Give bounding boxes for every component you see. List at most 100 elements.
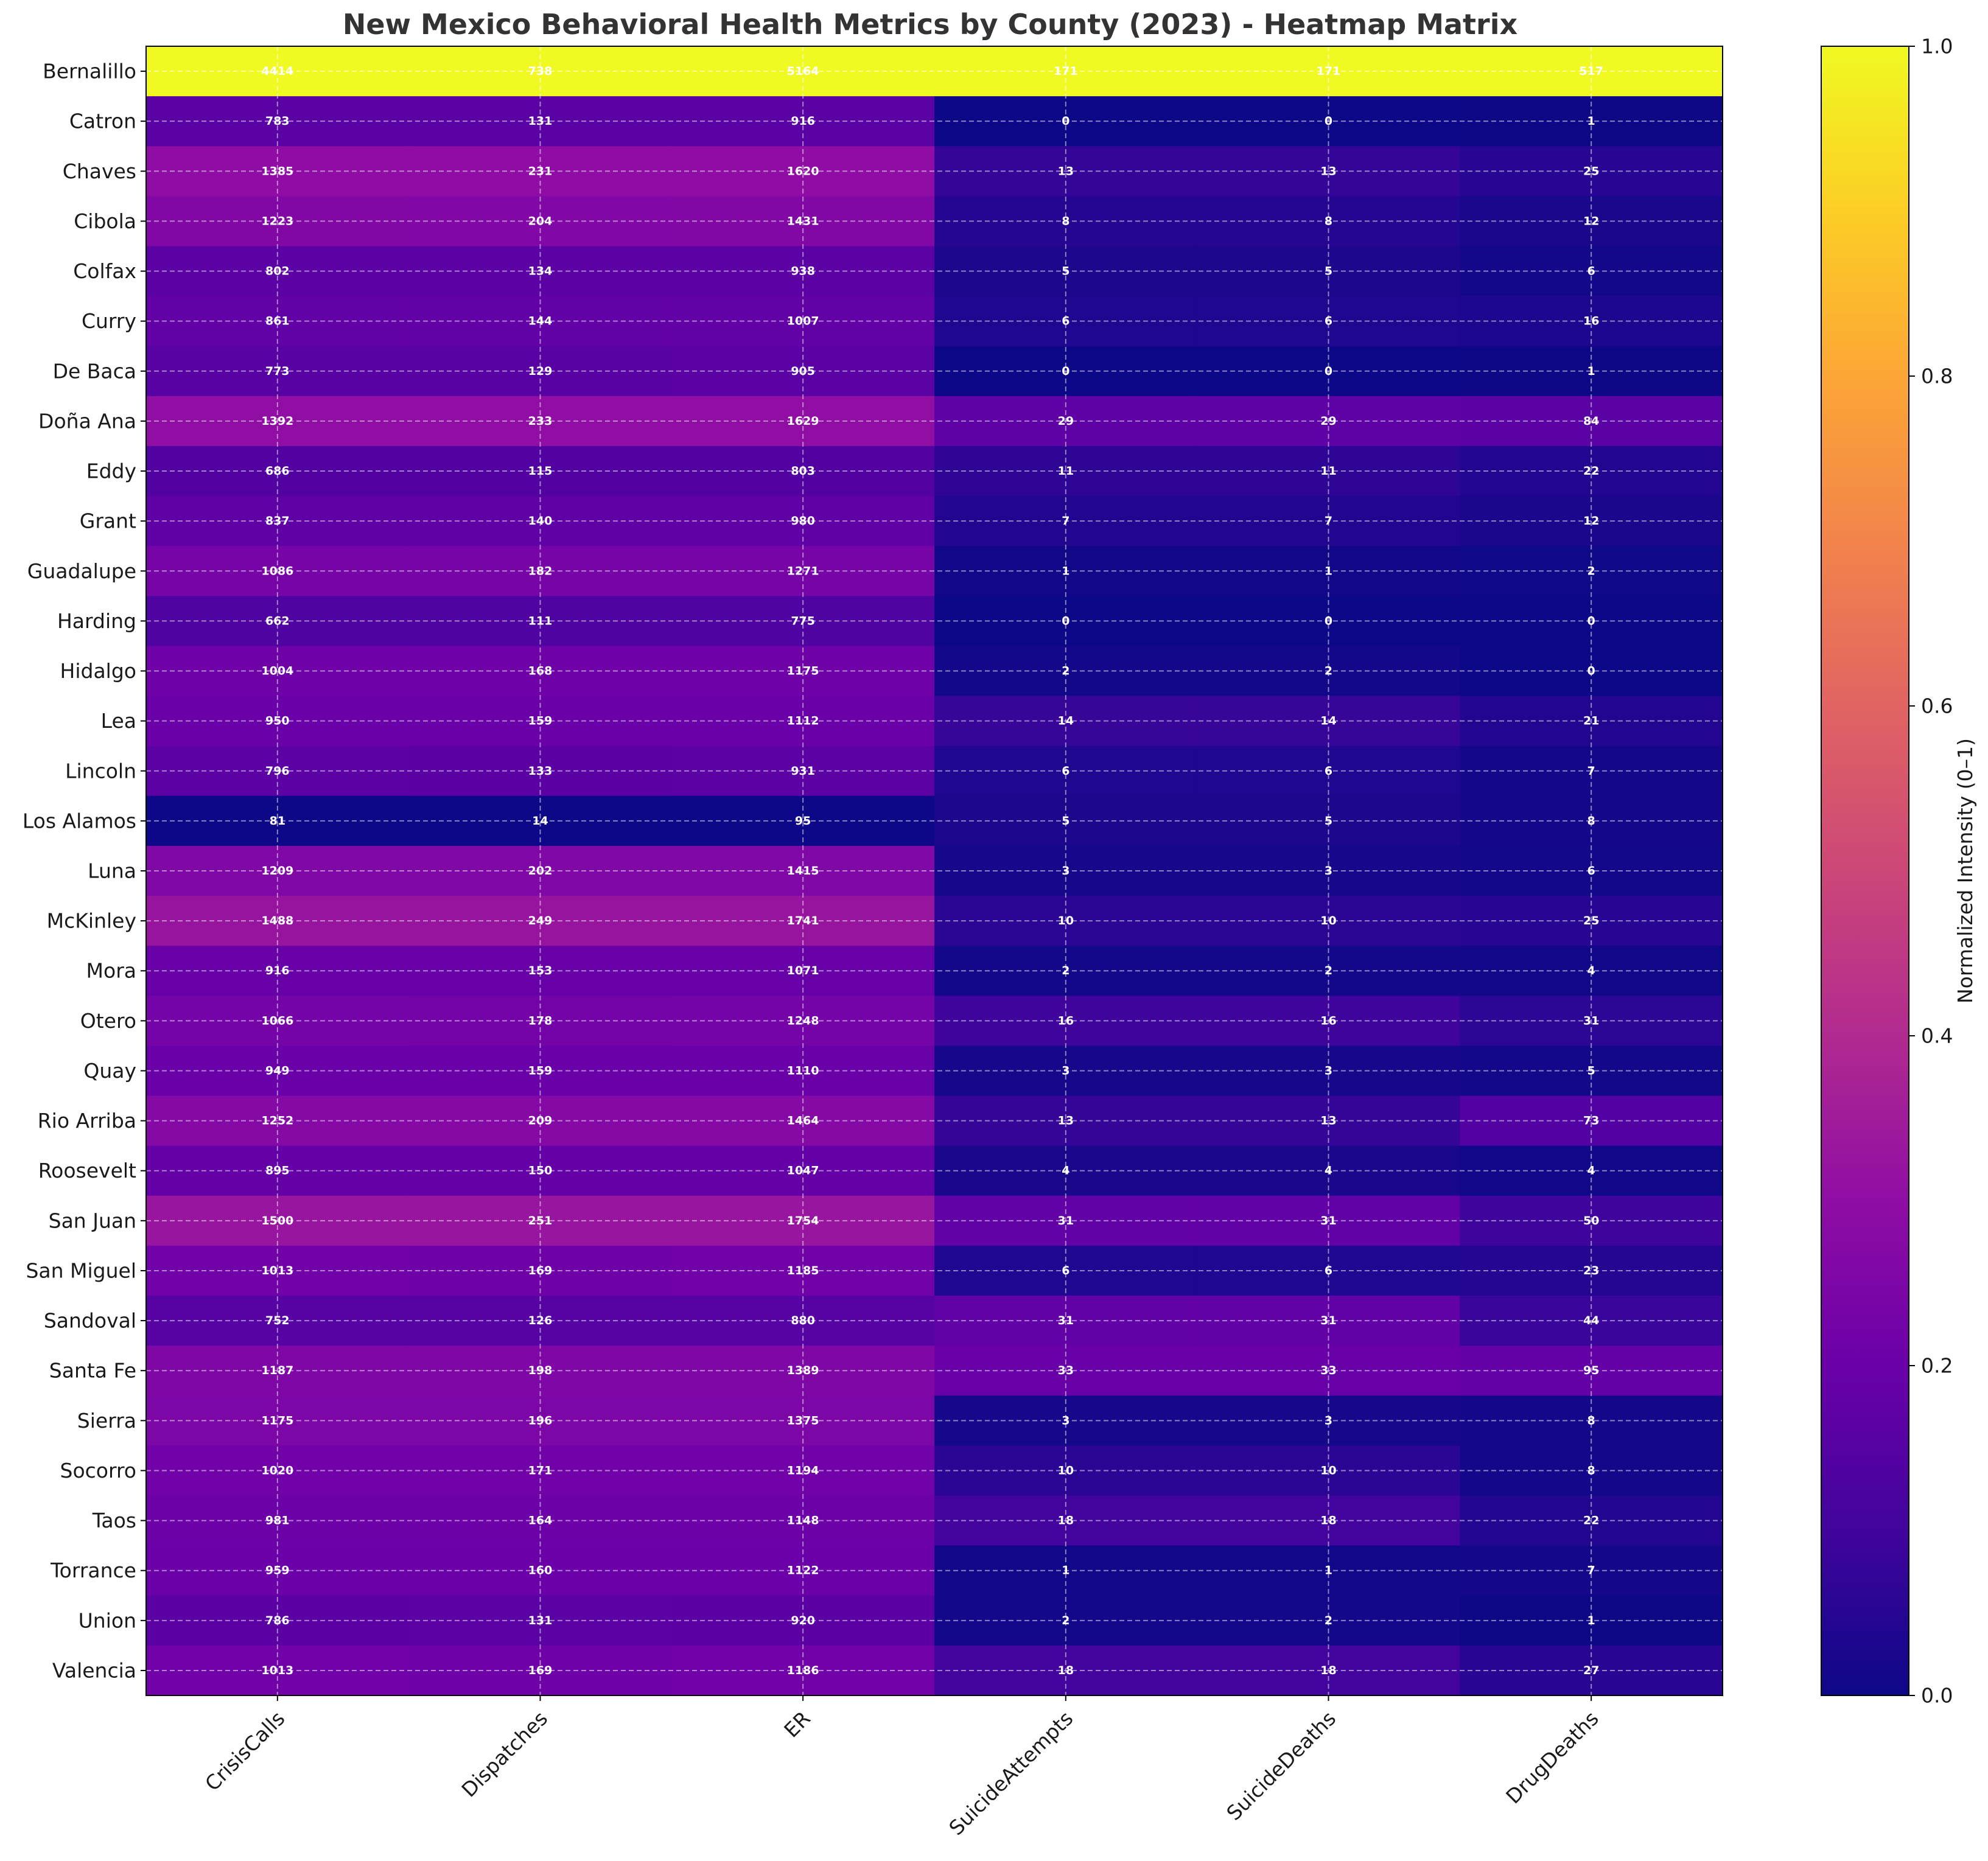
cell-value-label: 2 <box>1325 1614 1332 1627</box>
cell-value-label: 168 <box>528 665 553 678</box>
cell-value-label: 2 <box>1325 665 1332 678</box>
cell-value-label: 31 <box>1058 1314 1074 1327</box>
cell-value-label: 1175 <box>261 1414 293 1427</box>
cell-value-label: 938 <box>791 265 815 278</box>
cell-value-label: 0 <box>1062 614 1069 627</box>
x-tick-label: CrisisCalls <box>200 1706 289 1795</box>
cell-value-label: 2 <box>1062 1614 1069 1627</box>
cell-value-label: 1223 <box>261 214 293 228</box>
x-tick-label: ER <box>779 1706 815 1742</box>
cell-value-label: 31 <box>1583 1014 1599 1027</box>
grid-lines <box>145 46 1723 1696</box>
y-tick-label: Hidalgo <box>60 659 136 683</box>
cell-value-label: 29 <box>1058 414 1074 428</box>
cell-value-label: 1 <box>1062 564 1069 578</box>
cell-value-label: 1066 <box>261 1014 293 1027</box>
cell-value-label: 8 <box>1062 214 1069 228</box>
cell-value-label: 249 <box>528 914 553 927</box>
cell-value-label: 150 <box>528 1164 553 1178</box>
y-axis-ticks: Bernalillo Catron Chaves Cibola Colfax Curry D… <box>23 60 146 1682</box>
cell-value-label: 775 <box>791 614 815 627</box>
cell-value-label: 14 <box>532 814 548 828</box>
cell-value-label: 231 <box>528 164 553 178</box>
cell-value-label: 4 <box>1587 964 1595 977</box>
y-tick-label: Otero <box>80 1009 136 1033</box>
cell-value-label: 18 <box>1320 1664 1336 1677</box>
cell-value-label: 1 <box>1587 1614 1595 1627</box>
y-tick-label: San Juan <box>49 1209 136 1232</box>
cell-value-label: 3 <box>1062 1064 1069 1077</box>
cell-value-label: 202 <box>528 864 553 878</box>
cell-value-label: 14 <box>1058 714 1074 728</box>
cell-value-label: 949 <box>265 1064 290 1077</box>
heatmap-cell <box>408 296 672 347</box>
cell-value-label: 18 <box>1320 1514 1336 1528</box>
cell-value-label: 931 <box>791 764 815 778</box>
cell-value-label: 16 <box>1320 1014 1336 1027</box>
cell-value-label: 1500 <box>261 1214 293 1227</box>
cell-value-label: 1209 <box>261 864 293 878</box>
cell-value-label: 916 <box>265 964 290 977</box>
cell-value-label: 18 <box>1058 1664 1074 1677</box>
cell-value-label: 8 <box>1587 1414 1595 1427</box>
colorbar <box>1821 46 1909 1696</box>
cell-value-label: 31 <box>1058 1214 1074 1227</box>
cell-value-label: 7 <box>1587 1564 1595 1577</box>
cell-value-label: 115 <box>528 464 553 478</box>
cell-value-label: 3 <box>1062 1414 1069 1427</box>
cell-value-label: 44 <box>1583 1314 1599 1327</box>
cell-value-label: 880 <box>791 1314 815 1327</box>
cell-value-label: 5 <box>1062 814 1069 828</box>
cell-value-label: 4 <box>1587 1164 1595 1178</box>
colorbar-ticks: 0.0 0.2 0.4 0.6 0.8 1.0 <box>1909 35 1953 1708</box>
y-tick-label: San Miguel <box>26 1259 136 1282</box>
y-tick-label: Eddy <box>86 459 136 483</box>
cell-value-label: 1415 <box>787 864 819 878</box>
cell-value-label: 1741 <box>787 914 819 927</box>
cell-value-label: 0 <box>1325 614 1332 627</box>
cell-value-label: 0 <box>1325 365 1332 378</box>
cell-value-label: 10 <box>1320 1464 1336 1477</box>
y-tick-label: Colfax <box>73 259 136 283</box>
cell-value-label: 12 <box>1583 514 1599 528</box>
cell-value-label: 12 <box>1583 214 1599 228</box>
cell-value-label: 1 <box>1325 1564 1332 1577</box>
cell-value-label: 25 <box>1583 164 1599 178</box>
cell-value-label: 159 <box>528 714 553 728</box>
cell-value-label: 895 <box>265 1164 290 1178</box>
y-tick-label: De Baca <box>53 359 136 383</box>
y-tick-label: Cibola <box>74 209 136 233</box>
cell-value-label: 6 <box>1325 1264 1332 1277</box>
cell-value-label: 131 <box>528 1614 553 1627</box>
y-tick-label: Luna <box>88 859 136 883</box>
cell-value-label: 13 <box>1320 1114 1336 1128</box>
colorbar-tick-label: 0.0 <box>1921 1684 1953 1708</box>
cell-value-label: 0 <box>1325 114 1332 128</box>
cell-value-label: 2 <box>1587 564 1595 578</box>
y-tick-label: Grant <box>80 509 136 533</box>
cell-value-label: 13 <box>1058 1114 1074 1128</box>
cell-value-label: 10 <box>1320 914 1336 927</box>
cell-value-label: 1013 <box>261 1664 293 1677</box>
cell-value-label: 16 <box>1058 1014 1074 1027</box>
cell-value-label: 159 <box>528 1064 553 1077</box>
y-tick-label: Guadalupe <box>27 559 136 583</box>
cell-value-label: 1122 <box>787 1564 819 1577</box>
y-tick-label: Sierra <box>77 1409 136 1433</box>
cell-value-label: 6 <box>1062 315 1069 328</box>
cell-value-label: 1187 <box>261 1364 293 1377</box>
y-tick-label: Sandoval <box>44 1309 136 1333</box>
y-tick-label: Catron <box>69 110 136 133</box>
cell-value-label: 1185 <box>787 1264 819 1277</box>
cell-value-label: 95 <box>795 814 811 828</box>
cell-value-label: 2 <box>1325 964 1332 977</box>
cell-value-label: 980 <box>791 514 815 528</box>
cell-value-label: 171 <box>1317 65 1341 78</box>
y-tick-label: Taos <box>92 1509 136 1532</box>
cell-value-label: 16 <box>1583 315 1599 328</box>
cell-value-label: 4 <box>1062 1164 1069 1178</box>
cell-value-label: 1431 <box>787 214 819 228</box>
cell-value-label: 4414 <box>261 65 293 78</box>
cell-value-label: 738 <box>528 65 553 78</box>
